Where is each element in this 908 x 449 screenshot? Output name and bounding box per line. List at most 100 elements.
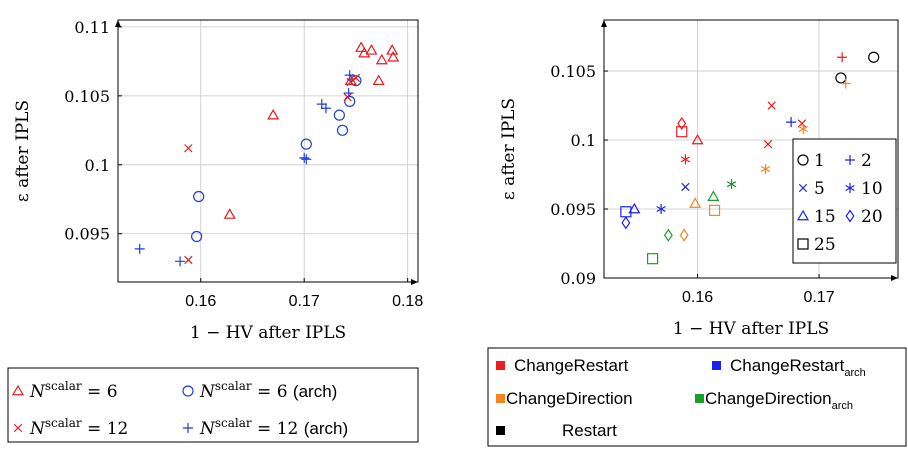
y-tick-label: 0.1 (571, 131, 596, 150)
color-legend-swatch (695, 394, 704, 403)
data-point-circle (868, 51, 880, 63)
marker-legend-triangle (796, 209, 810, 221)
data-point-triangle (365, 44, 378, 55)
left-chart: 0.16 0.17 0.18 0.095 0.1 0.105 0.11 1 − HV afte… (7, 18, 423, 443)
legend-marker-circle (182, 385, 194, 397)
grid (118, 20, 418, 282)
marker-legend-label: 5 (814, 179, 825, 199)
legend-label: Nscalar = 6 (arch) (199, 379, 337, 402)
legend-label-var: N (29, 382, 46, 402)
y-tick-label: 0.095 (64, 225, 110, 244)
data-point-circle (336, 124, 349, 136)
color-legend-label-sub: arch (844, 367, 865, 379)
x-axis-label: 1 − HV after IPLS (673, 319, 829, 339)
y-tick-label: 0.105 (550, 62, 596, 81)
data-point-cross (681, 182, 690, 192)
y-axis-label: ε after IPLS (13, 100, 33, 202)
data-point-triangle (355, 41, 368, 52)
color-legend-swatch (712, 361, 721, 370)
plot-frame (117, 19, 419, 283)
data-points (620, 51, 880, 265)
data-point-star (680, 154, 691, 165)
legend-label-var: N (199, 419, 216, 439)
marker-legend-star (845, 183, 855, 193)
plot-frame (603, 19, 899, 279)
data-point-triangle (267, 108, 280, 120)
data-point-triangle (628, 202, 641, 214)
color-legend-label: ChangeRestart (514, 356, 629, 375)
color-legend-label: ChangeRestartarch (730, 356, 866, 379)
marker-legend-label: 2 (861, 151, 872, 171)
color-legend-label: Restart (562, 421, 617, 440)
y-tick-label: 0.1 (85, 156, 110, 175)
legend-marker-triangle (11, 384, 25, 396)
x-axis-arrow (411, 279, 418, 285)
data-point-plus (786, 117, 797, 128)
data-point-plus (320, 103, 331, 114)
data-point-circle (300, 138, 312, 150)
y-axis-arrow (115, 20, 121, 27)
data-point-triangle (223, 208, 236, 219)
data-point-plus (301, 154, 312, 165)
legend-label-sup: scalar (215, 379, 252, 393)
legend-marker-cross (13, 423, 23, 433)
marker-legend-label: 1 (814, 151, 825, 171)
data-point-plus (343, 88, 354, 99)
data-point-triangle (691, 133, 704, 145)
data-point-diamond (679, 228, 689, 242)
data-point-cross (184, 255, 193, 265)
legend-label-var: N (199, 382, 216, 402)
data-point-circle (333, 109, 345, 121)
data-point-diamond (621, 216, 631, 230)
x-axis-arrow (891, 275, 898, 281)
data-point-circle (350, 75, 362, 87)
data-points (134, 41, 400, 267)
y-tick-label: 0.105 (64, 87, 110, 106)
legend-marker-plus (183, 423, 193, 433)
legend-label-sup: scalar (215, 416, 252, 430)
marker-legend-plus (845, 155, 855, 165)
legend-label: Nscalar = 12 (arch) (199, 416, 348, 439)
y-tick-label: 0.11 (74, 18, 110, 37)
data-point-circle (344, 95, 356, 107)
data-point-plus (316, 99, 327, 110)
data-point-star (656, 204, 666, 215)
data-point-plus (840, 78, 851, 89)
data-point-triangle (707, 190, 720, 201)
legend-label-sup: scalar (45, 416, 82, 430)
y-tick-label: 0.095 (550, 200, 596, 219)
data-point-plus (299, 152, 310, 163)
marker-legend-square (797, 238, 809, 250)
color-legend-swatch (496, 394, 505, 403)
data-point-cross (184, 144, 193, 153)
legend-label: Nscalar = 6 (29, 379, 118, 402)
x-tick-label: 0.16 (682, 289, 713, 306)
color-legend-swatch (496, 426, 505, 435)
data-point-circle (191, 230, 203, 243)
y-tick-label: 0.09 (560, 269, 596, 288)
marker-legend-label: 20 (861, 207, 883, 227)
data-point-triangle (387, 51, 400, 62)
x-tick-label: 0.18 (392, 293, 423, 310)
data-point-cross (797, 119, 807, 128)
data-point-star (726, 179, 737, 190)
data-point-square (676, 126, 688, 138)
legend-label-arch: (arch) (293, 382, 337, 401)
data-point-plus (837, 52, 848, 63)
data-point-circle (835, 72, 847, 84)
data-point-triangle (689, 197, 702, 208)
color-legend-label: ChangeDirection (506, 389, 633, 408)
data-point-star (760, 164, 771, 175)
marker-legend-label: 25 (814, 235, 836, 255)
data-point-star (798, 123, 808, 134)
right-chart: 0.16 0.17 0.09 0.095 0.1 0.105 1 − HV after IP… (487, 19, 907, 447)
marker-legend-label: 10 (861, 179, 883, 199)
legend-label-eq: = 6 (82, 382, 118, 402)
legend-label-sup: scalar (45, 379, 82, 393)
marker-legend-box (792, 138, 897, 264)
data-point-triangle (386, 44, 399, 55)
data-point-cross (343, 93, 352, 102)
legend-label-var: N (29, 419, 46, 439)
legend-label-eq: = 12 (82, 419, 129, 439)
x-axis-label: 1 − HV after IPLS (190, 323, 346, 343)
